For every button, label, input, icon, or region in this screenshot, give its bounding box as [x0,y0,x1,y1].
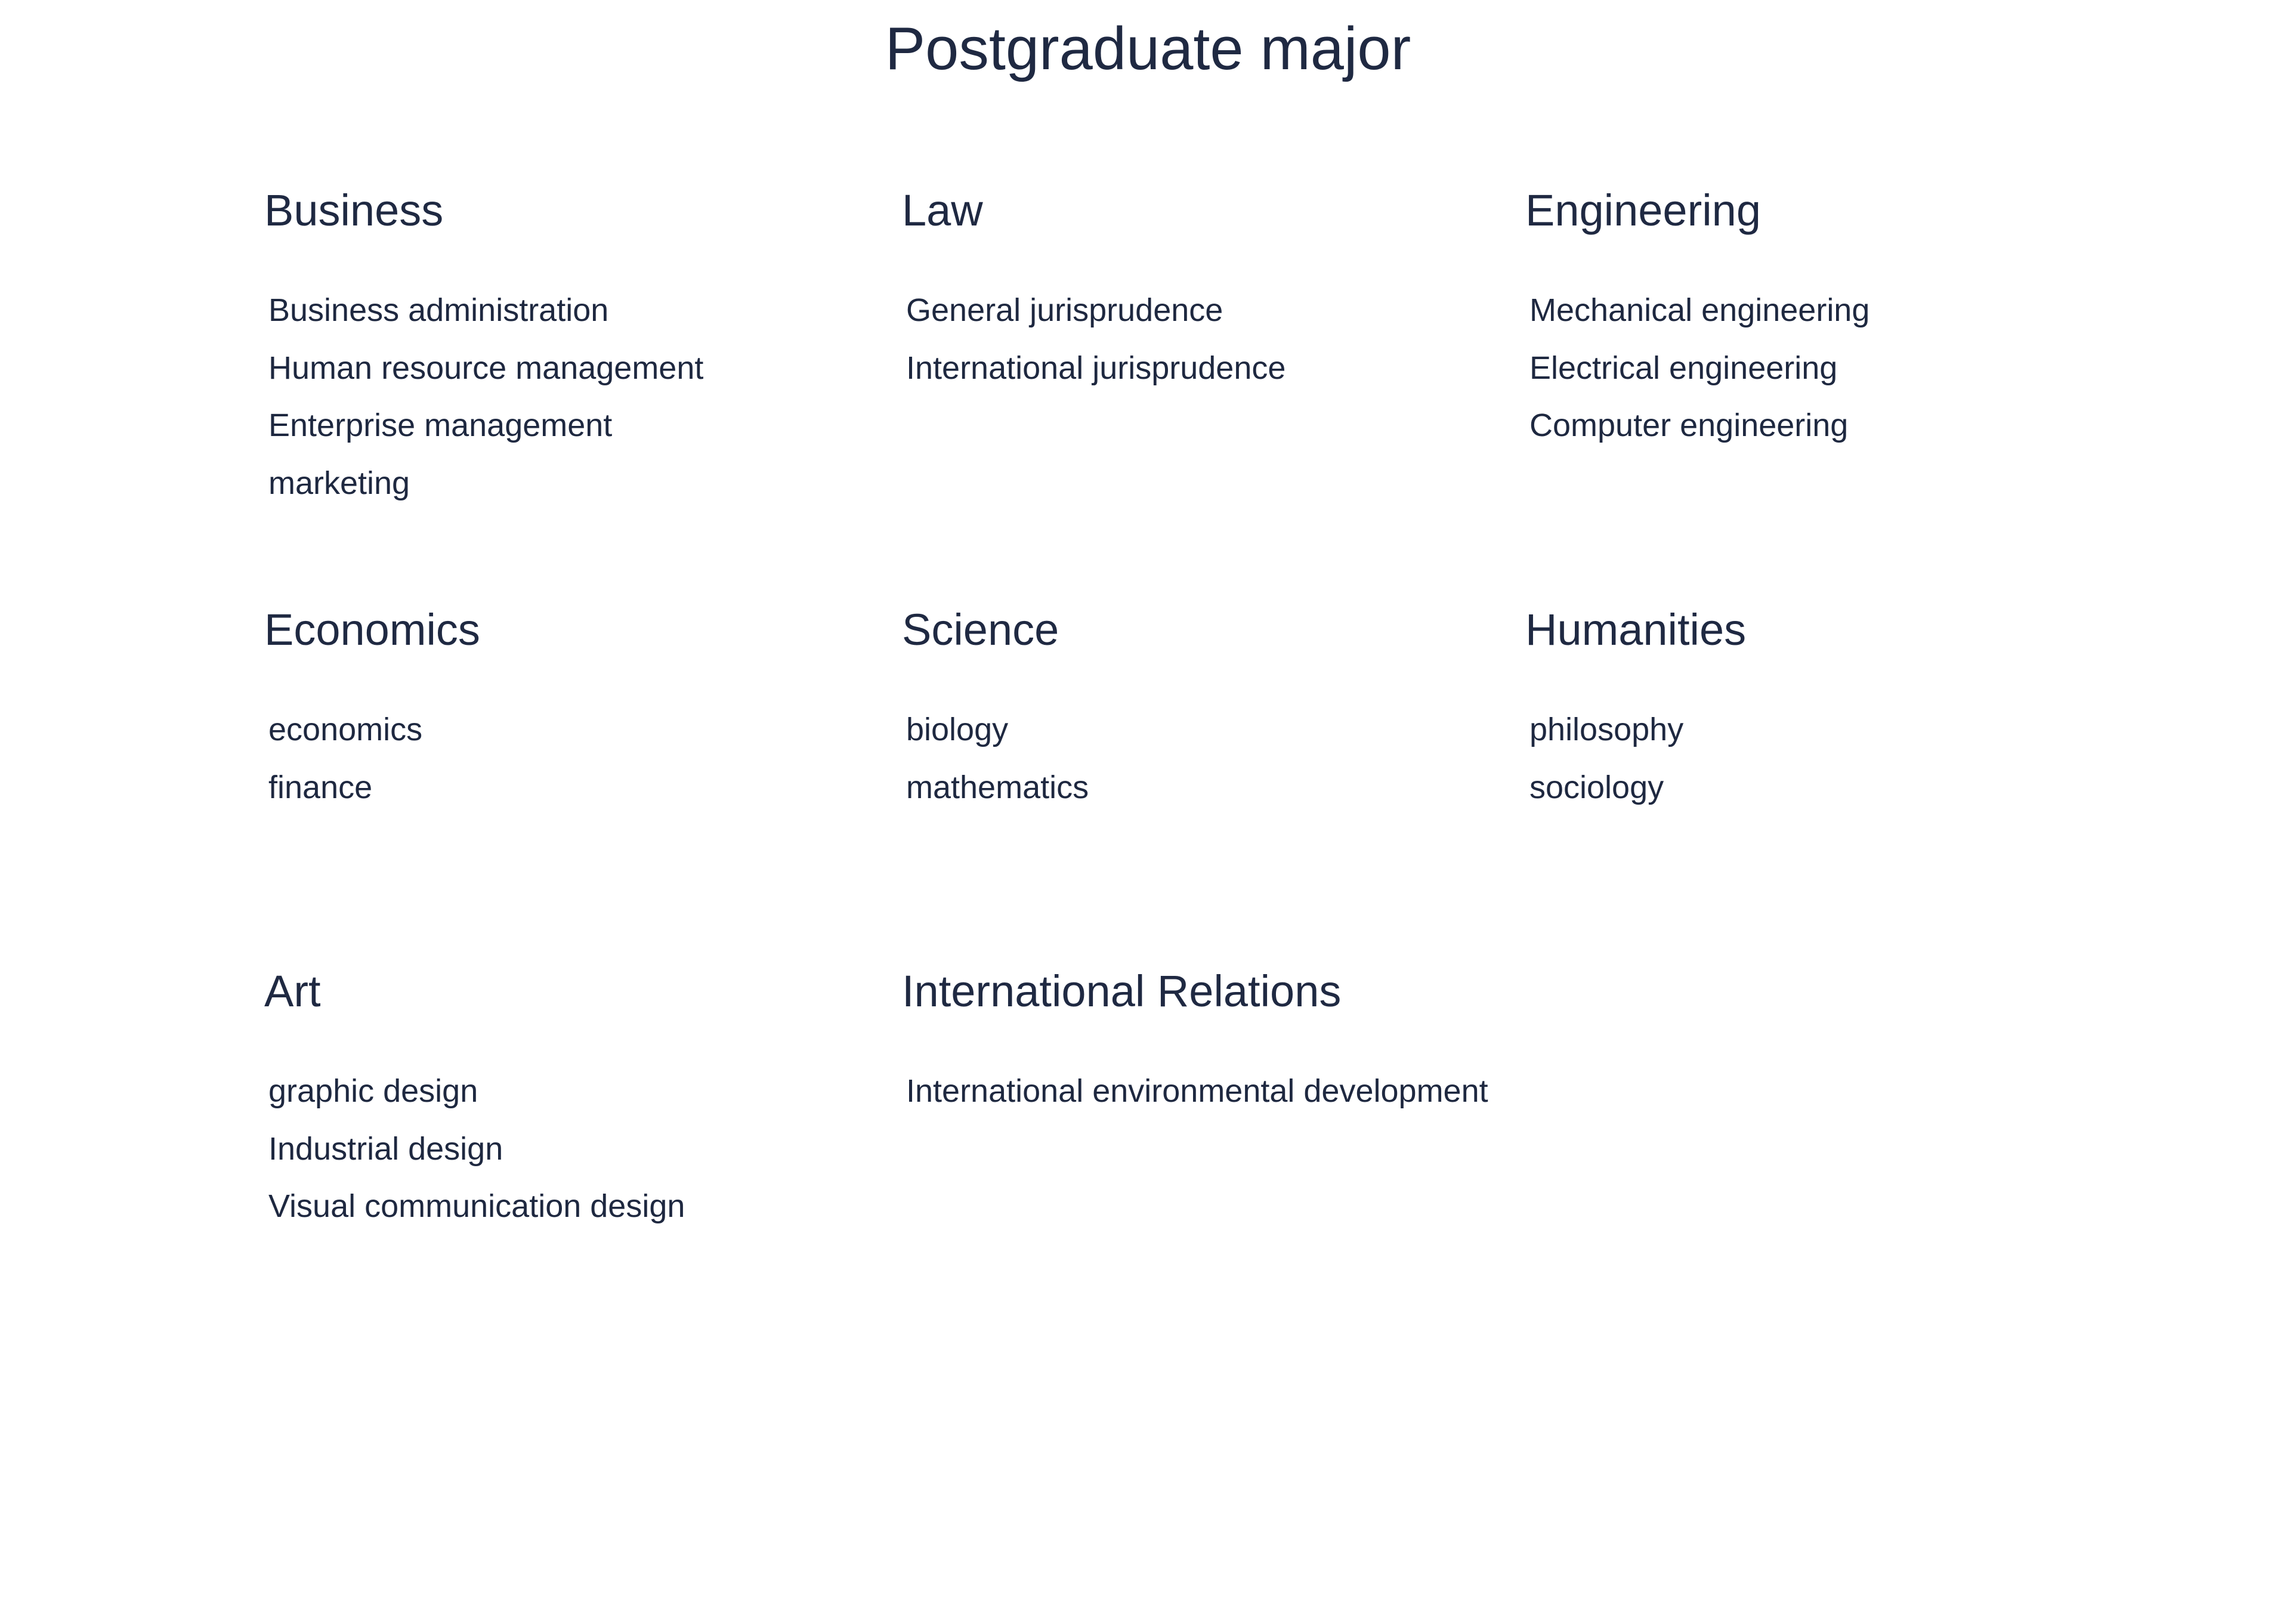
category-engineering: Engineering Mechanical engineering Elect… [1525,184,1869,455]
category-economics: Economics economics finance [264,603,480,816]
major-item[interactable]: Visual communication design [268,1188,685,1225]
category-heading-international-relations: International Relations [902,966,1342,1016]
major-item[interactable]: Enterprise management [268,407,613,444]
major-item[interactable]: mathematics [906,769,1089,805]
major-item[interactable]: Computer engineering [1529,407,1849,444]
major-list-humanities: philosophy sociology [1529,701,1746,816]
category-heading-economics: Economics [264,605,480,654]
major-list-art: graphic design Industrial design Visual … [268,1062,685,1235]
category-heading-science: Science [902,605,1059,654]
major-item[interactable]: Mechanical engineering [1529,292,1870,328]
major-list-economics: economics finance [268,701,480,816]
category-business: Business Business administration Human r… [264,184,703,512]
category-international-relations: International Relations International en… [902,965,1488,1120]
category-law: Law General jurisprudence International … [902,184,1285,397]
category-heading-art: Art [264,966,321,1016]
major-item[interactable]: biology [906,712,1009,747]
major-item[interactable]: Industrial design [268,1130,503,1167]
major-item[interactable]: graphic design [268,1073,478,1109]
page-title: Postgraduate major [885,16,1411,82]
major-item[interactable]: International jurisprudence [906,350,1286,386]
major-item[interactable]: Electrical engineering [1529,350,1838,386]
major-item[interactable]: International environmental development [906,1073,1488,1109]
major-item[interactable]: Human resource management [268,350,704,386]
major-list-engineering: Mechanical engineering Electrical engine… [1529,282,1869,455]
category-humanities: Humanities philosophy sociology [1525,603,1746,816]
major-item[interactable]: Business administration [268,292,609,328]
major-list-business: Business administration Human resource m… [268,282,703,512]
major-list-international-relations: International environmental development [906,1062,1488,1120]
major-item[interactable]: philosophy [1529,712,1684,747]
major-list-law: General jurisprudence International juri… [906,282,1285,397]
category-heading-law: Law [902,186,983,235]
category-art: Art graphic design Industrial design Vis… [264,965,685,1235]
major-item[interactable]: General jurisprudence [906,292,1223,328]
major-item[interactable]: finance [268,769,373,805]
category-heading-humanities: Humanities [1525,605,1747,654]
category-science: Science biology mathematics [902,603,1089,816]
major-item[interactable]: marketing [268,465,410,501]
category-heading-business: Business [264,186,444,235]
major-item[interactable]: sociology [1529,769,1664,805]
major-list-science: biology mathematics [906,701,1089,816]
major-item[interactable]: economics [268,712,423,747]
category-heading-engineering: Engineering [1525,186,1761,235]
